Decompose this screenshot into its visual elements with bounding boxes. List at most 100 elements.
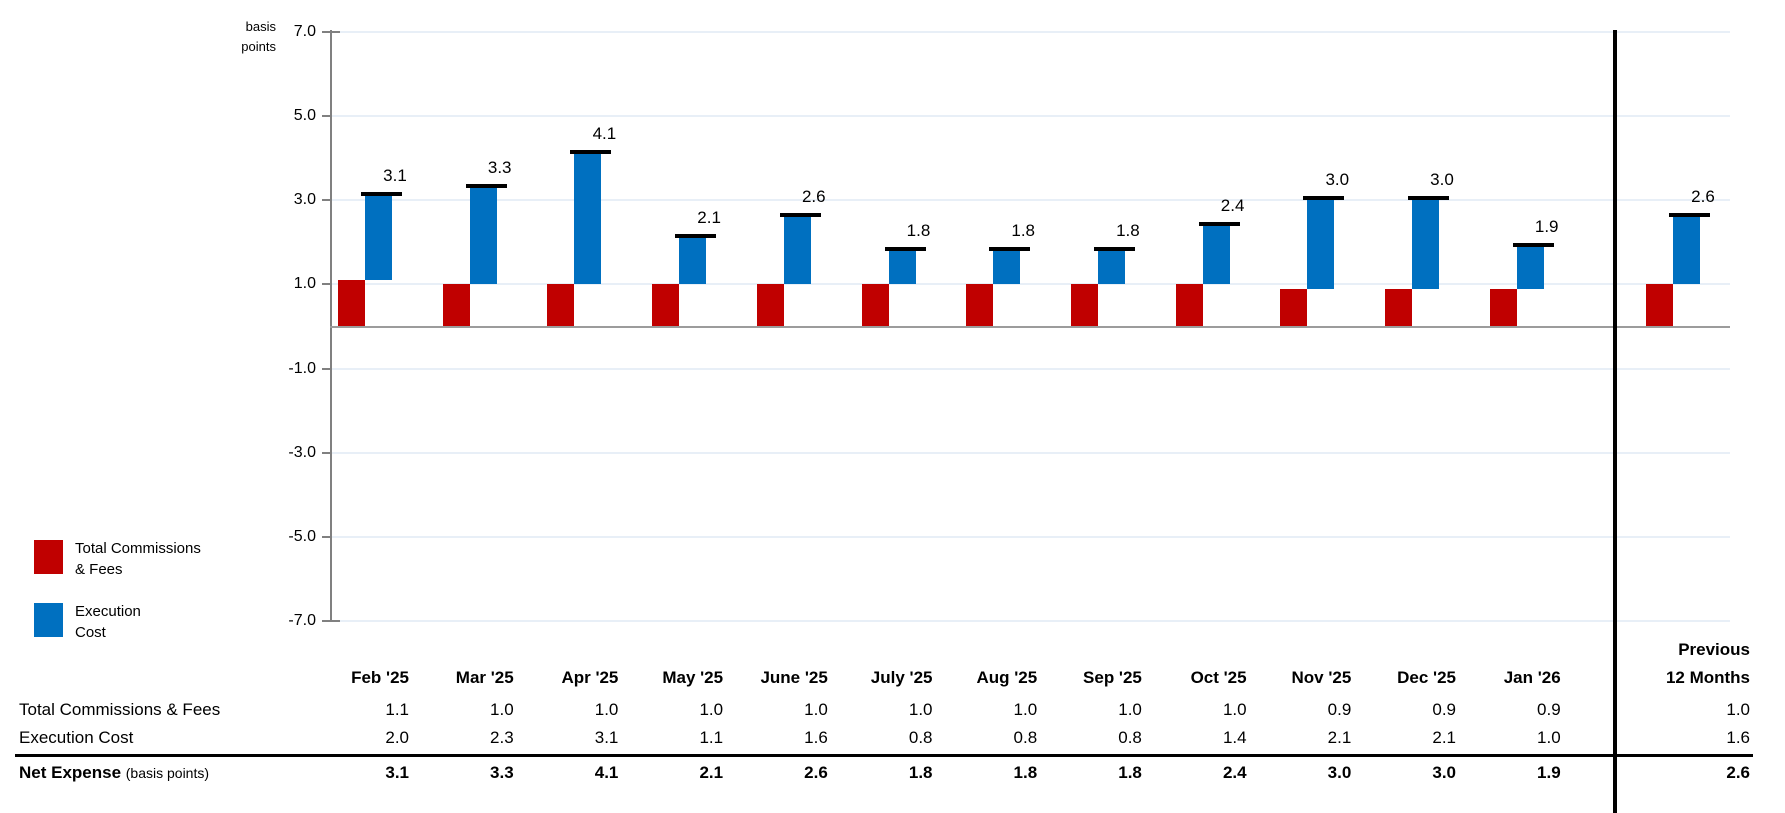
cell-net-expense-nov-25: 3.0 xyxy=(1327,763,1352,782)
bar-commissions-oct-25 xyxy=(1175,284,1203,327)
gridline--5.0 xyxy=(330,535,1730,538)
cell-net-expense-june-25: 2.6 xyxy=(804,763,828,782)
cell-commissions-mar-25: 1.0 xyxy=(490,700,514,719)
gridline-5.0 xyxy=(330,115,1730,118)
net-expense-label-dec-25: 3.0 xyxy=(1430,170,1454,190)
cell-commissions-nov-25: 0.9 xyxy=(1327,700,1352,719)
net-expense-label-june-25: 2.6 xyxy=(801,187,826,207)
cell-commissions-feb-25: 1.1 xyxy=(385,700,409,719)
gridline-3.0 xyxy=(330,199,1730,202)
bar-commissions-july-25 xyxy=(861,284,889,327)
gridline-1.0 xyxy=(330,283,1730,286)
bar-commissions-june-25 xyxy=(756,284,784,327)
bar-commissions-mar-25 xyxy=(442,284,470,327)
net-expense-rule xyxy=(15,754,1753,757)
net-expense-marker-aug-25 xyxy=(989,246,1031,251)
cell-execution-may-25: 1.1 xyxy=(699,728,724,747)
col-header-dec-25: Dec '25 xyxy=(1397,668,1456,687)
row-label-net-expense-suffix: (basis points) xyxy=(125,765,210,781)
cell-net-expense-may-25: 2.1 xyxy=(699,763,724,782)
bar-commissions-dec-25 xyxy=(1385,288,1412,327)
cell-execution-nov-25: 2.1 xyxy=(1327,728,1352,747)
net-expense-marker-june-25 xyxy=(779,213,821,218)
cell-commissions-june-25: 1.0 xyxy=(804,700,828,719)
cell-net-expense-previous-12-months: 2.6 xyxy=(1726,763,1750,782)
bar-execution-nov-25 xyxy=(1307,200,1335,289)
net-expense-marker-may-25 xyxy=(675,234,717,239)
cell-execution-aug-25: 0.8 xyxy=(1013,728,1038,747)
cell-net-expense-mar-25: 3.3 xyxy=(490,763,514,782)
y-tick-mark--7.0 xyxy=(322,619,330,622)
net-expense-label-sep-25: 1.8 xyxy=(1116,220,1140,240)
net-expense-marker-nov-25 xyxy=(1303,196,1345,201)
bar-execution-jan-26 xyxy=(1516,246,1544,289)
col-header-may-25: May '25 xyxy=(662,668,724,687)
net-expense-marker-dec-25 xyxy=(1408,196,1449,201)
bar-execution-oct-25 xyxy=(1202,225,1230,285)
y-tick-label--1.0: -1.0 xyxy=(288,359,316,377)
cell-commissions-dec-25: 0.9 xyxy=(1432,700,1456,719)
net-expense-marker-oct-25 xyxy=(1198,221,1240,226)
bar-execution-june-25 xyxy=(783,217,811,285)
cell-net-expense-oct-25: 2.4 xyxy=(1222,763,1247,782)
net-expense-label-apr-25: 4.1 xyxy=(592,124,617,143)
col-header-feb-25: Feb '25 xyxy=(351,668,409,687)
period-separator-line xyxy=(1613,30,1617,813)
cell-execution-apr-25: 3.1 xyxy=(594,728,619,747)
y-axis-unit-line2: points xyxy=(241,39,276,54)
cell-commissions-previous-12-months: 1.0 xyxy=(1726,700,1750,719)
col-header-sep-25: Sep '25 xyxy=(1083,668,1142,687)
bar-execution-sep-25 xyxy=(1097,250,1125,285)
legend-label-execution-cost: Execution Cost xyxy=(75,603,141,641)
col-header-nov-25: Nov '25 xyxy=(1291,668,1352,687)
y-tick-mark--3.0 xyxy=(322,451,330,454)
y-tick-label--5.0: -5.0 xyxy=(288,527,316,545)
bar-commissions-apr-25 xyxy=(547,284,575,327)
col-header-previous-line2: 12 Months xyxy=(1665,668,1750,687)
gridline-7.0 xyxy=(330,31,1730,33)
y-axis-unit-label: basis points xyxy=(176,17,276,57)
zero-axis-line xyxy=(330,325,1730,328)
cell-execution-july-25: 0.8 xyxy=(908,728,933,747)
cell-net-expense-apr-25: 4.1 xyxy=(594,763,619,782)
col-header-apr-25: Apr '25 xyxy=(561,668,619,687)
col-header-july-25: July '25 xyxy=(870,668,933,687)
cell-commissions-apr-25: 1.0 xyxy=(594,700,619,719)
bar-commissions-may-25 xyxy=(652,284,680,327)
cell-execution-june-25: 1.6 xyxy=(804,728,828,747)
cell-commissions-aug-25: 1.0 xyxy=(1013,700,1038,719)
net-expense-marker-apr-25 xyxy=(570,150,612,154)
y-tick-label-3.0: 3.0 xyxy=(293,191,316,209)
y-tick-label--7.0: -7.0 xyxy=(288,611,316,629)
cell-commissions-jan-26: 0.9 xyxy=(1537,700,1561,719)
y-tick-label--3.0: -3.0 xyxy=(288,443,316,461)
row-label-execution-cost: Execution Cost xyxy=(19,728,134,747)
net-expense-marker-mar-25 xyxy=(465,183,507,188)
gridline--7.0 xyxy=(330,619,1730,622)
bar-commissions-feb-25 xyxy=(338,280,365,327)
gridline--3.0 xyxy=(330,451,1730,454)
bar-commissions-sep-25 xyxy=(1070,284,1098,327)
cell-execution-dec-25: 2.1 xyxy=(1432,728,1456,747)
bar-execution-may-25 xyxy=(679,238,707,285)
row-label-total-commissions-fees: Total Commissions & Fees xyxy=(19,700,221,719)
cell-commissions-may-25: 1.0 xyxy=(699,700,724,719)
bar-execution-mar-25 xyxy=(469,187,497,285)
bar-commissions-previous-12-months xyxy=(1646,284,1673,327)
net-expense-label-aug-25: 1.8 xyxy=(1011,220,1035,240)
bar-commissions-aug-25 xyxy=(966,284,994,327)
cell-execution-mar-25: 2.3 xyxy=(490,728,514,747)
cell-commissions-july-25: 1.0 xyxy=(908,700,933,719)
y-tick-mark-7.0 xyxy=(322,31,330,33)
col-header-june-25: June '25 xyxy=(760,668,828,687)
bar-execution-feb-25 xyxy=(365,196,392,281)
y-tick-mark--1.0 xyxy=(322,367,330,370)
col-header-aug-25: Aug '25 xyxy=(976,668,1038,687)
cell-net-expense-feb-25: 3.1 xyxy=(385,763,409,782)
legend-swatch-total-commissions xyxy=(34,540,63,574)
cell-execution-previous-12-months: 1.6 xyxy=(1726,728,1750,747)
col-header-jan-26: Jan '26 xyxy=(1503,668,1561,687)
y-tick-mark-1.0 xyxy=(322,283,330,286)
bar-execution-previous-12-months xyxy=(1673,217,1700,285)
